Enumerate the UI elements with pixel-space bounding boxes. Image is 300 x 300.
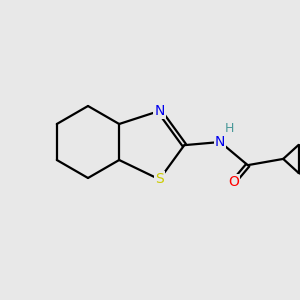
Text: S: S <box>155 172 164 186</box>
Text: O: O <box>228 175 239 189</box>
Text: N: N <box>154 104 165 118</box>
Text: N: N <box>215 135 225 149</box>
Text: H: H <box>224 122 234 134</box>
